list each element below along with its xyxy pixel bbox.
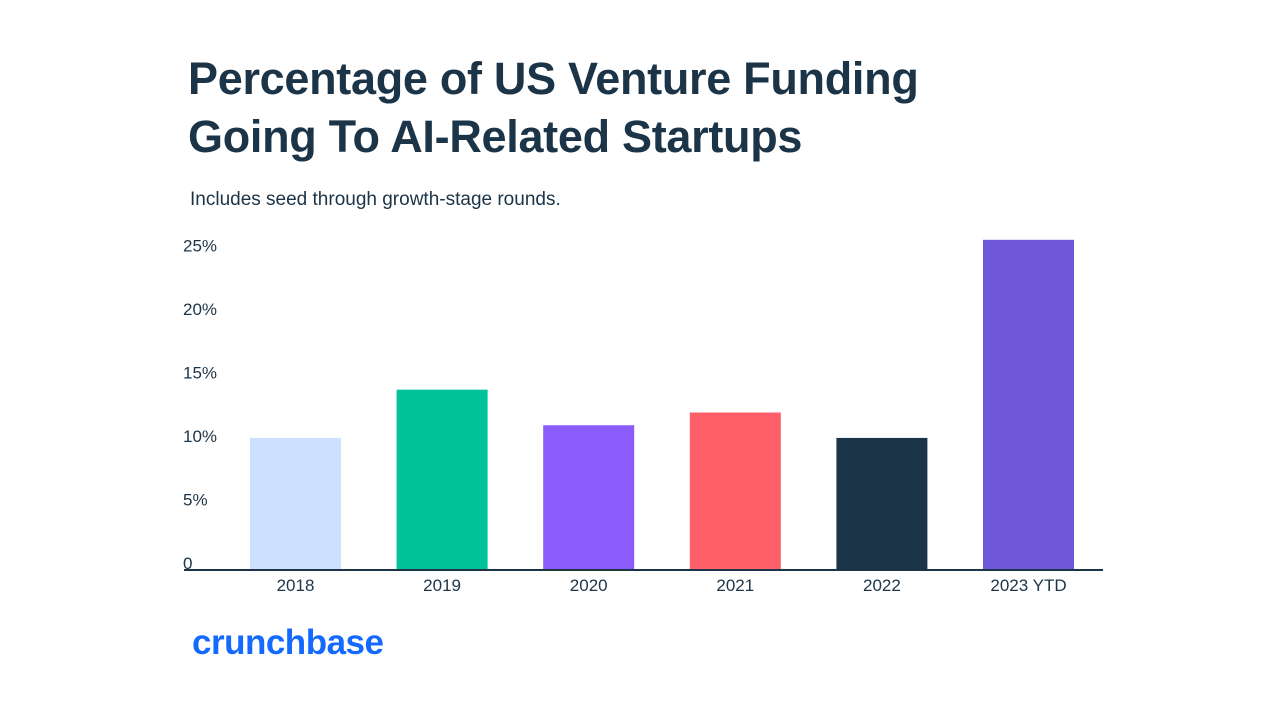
y-tick-label: 10% — [183, 427, 217, 446]
bar-2021 — [689, 412, 781, 570]
crunchbase-logo: crunchbase — [192, 623, 384, 662]
x-axis-tick-labels: 2018 2019 2020 2021 2022 2023 YTD — [277, 576, 1067, 595]
chart-title-line-1: Percentage of US Venture Funding — [188, 53, 919, 104]
y-tick-label: 0 — [183, 554, 192, 573]
chart-title: Percentage of US Venture Funding Going T… — [188, 50, 1088, 166]
y-tick-label: 20% — [183, 300, 217, 319]
y-tick-label: 15% — [183, 364, 217, 383]
x-tick-label: 2021 — [716, 576, 754, 595]
x-tick-label: 2020 — [570, 576, 608, 595]
bar-2023-ytd — [983, 239, 1074, 571]
y-tick-label: 5% — [183, 491, 208, 510]
bar-2022 — [836, 437, 928, 570]
y-tick-label: 25% — [183, 237, 217, 256]
bar-series — [250, 239, 1074, 571]
y-axis-tick-labels: 0 5% 10% 15% 20% 25% — [183, 237, 217, 574]
x-tick-label: 2019 — [423, 576, 461, 595]
bar-2020 — [543, 425, 635, 570]
x-tick-label: 2022 — [863, 576, 901, 595]
bar-2018 — [250, 437, 341, 570]
x-tick-label: 2023 YTD — [990, 576, 1066, 595]
chart-subtitle: Includes seed through growth-stage round… — [190, 189, 561, 210]
chart-title-line-2: Going To AI-Related Startups — [188, 111, 803, 162]
x-tick-label: 2018 — [277, 576, 315, 595]
bar-2019 — [396, 389, 488, 570]
